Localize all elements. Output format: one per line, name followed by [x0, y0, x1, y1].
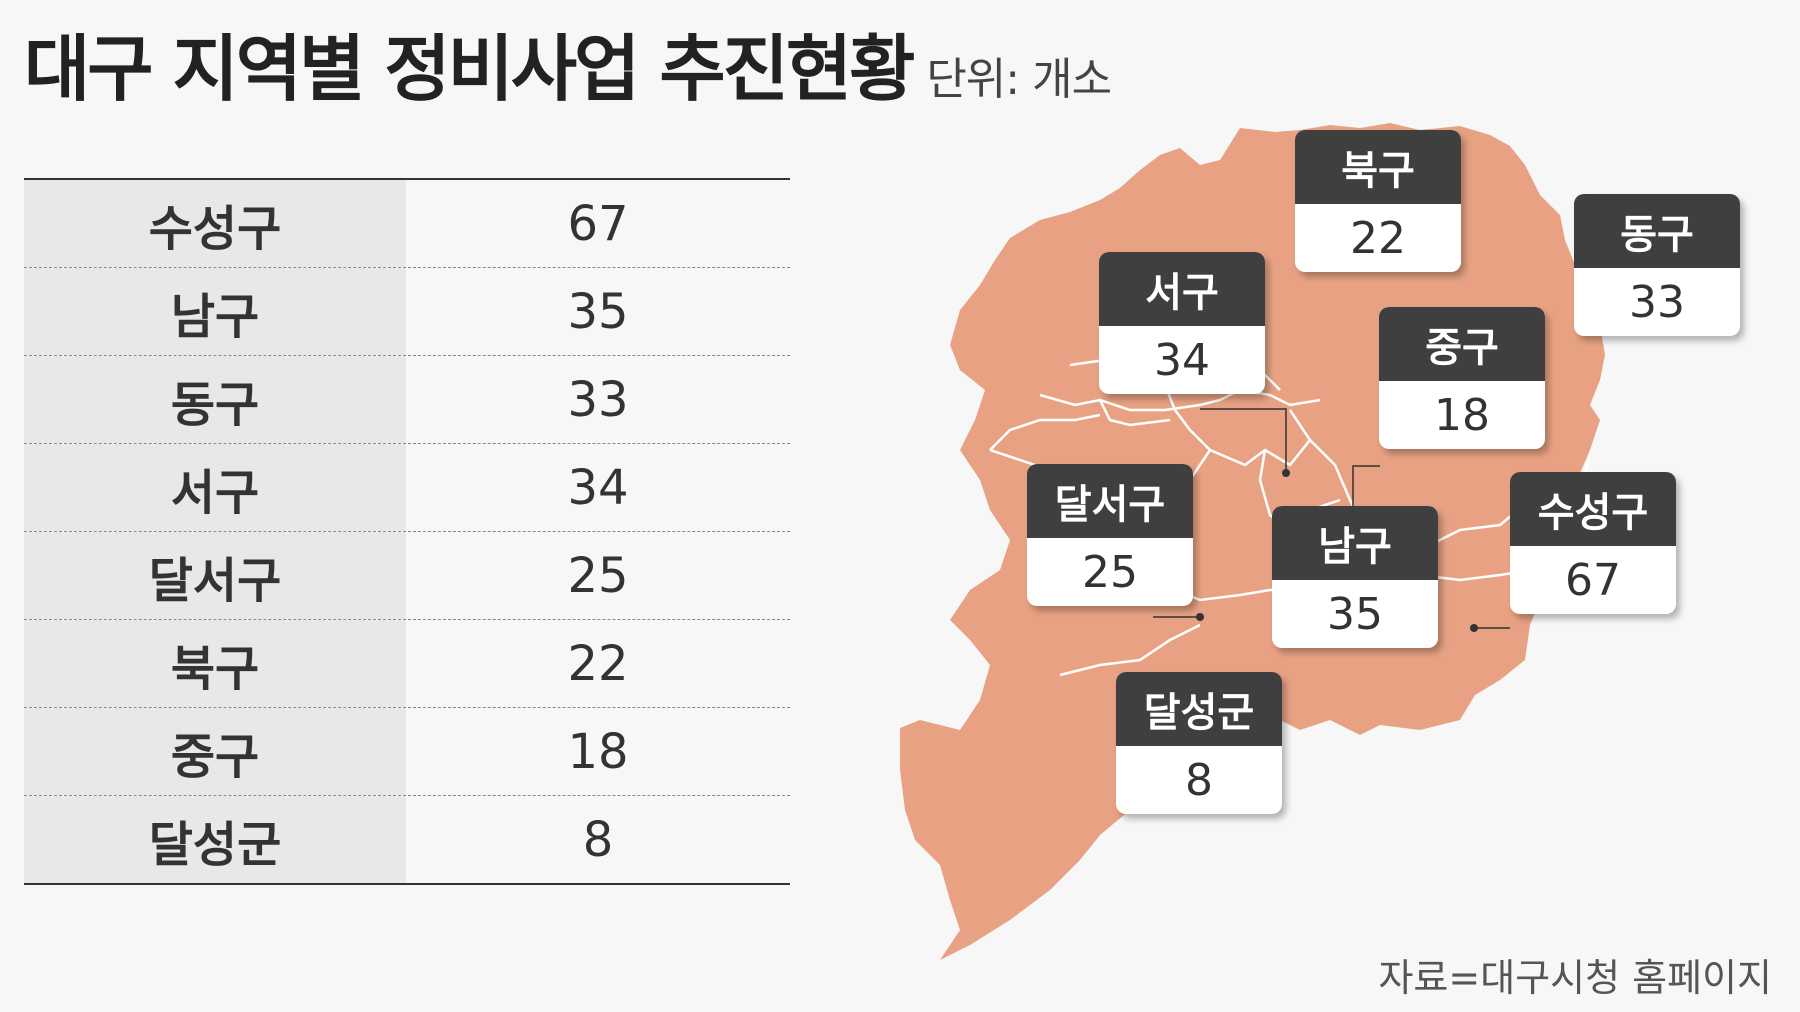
map-label-value: 67 — [1565, 554, 1621, 606]
map-label-value: 33 — [1629, 276, 1685, 328]
dalseogu-marker — [1196, 613, 1204, 621]
map-label-donggu: 동구 33 — [1574, 194, 1740, 336]
table-row: 서구 34 — [24, 444, 790, 532]
map-label-dalseonggun: 달성군 8 — [1116, 672, 1282, 814]
map-label-junggu: 중구 18 — [1379, 307, 1545, 449]
map-label-value: 22 — [1350, 212, 1406, 264]
suseonggu-marker — [1470, 624, 1478, 632]
map-label-name: 남구 — [1272, 506, 1438, 580]
table-row: 중구 18 — [24, 708, 790, 796]
district-name: 동구 — [24, 356, 406, 443]
page-title: 대구 지역별 정비사업 추진현황 단위: 개소 — [24, 10, 1112, 115]
district-name: 남구 — [24, 268, 406, 355]
map-label-value: 34 — [1154, 334, 1210, 386]
table-row: 수성구 67 — [24, 180, 790, 268]
title-text: 대구 지역별 정비사업 추진현황 — [24, 27, 915, 111]
data-table: 수성구 67 남구 35 동구 33 서구 34 달서구 25 북구 22 중구… — [24, 178, 790, 885]
district-count: 35 — [567, 283, 629, 340]
table-row: 달서구 25 — [24, 532, 790, 620]
table-row: 북구 22 — [24, 620, 790, 708]
map-label-name: 동구 — [1574, 194, 1740, 268]
district-count: 25 — [567, 547, 629, 604]
map-label-name: 수성구 — [1510, 472, 1676, 546]
map-label-name: 서구 — [1099, 252, 1265, 326]
map-label-value: 18 — [1434, 389, 1490, 441]
map-label-value: 35 — [1327, 588, 1383, 640]
map-label-name: 달서구 — [1027, 464, 1193, 538]
map-label-name: 북구 — [1295, 130, 1461, 204]
district-name: 달성군 — [24, 796, 406, 883]
district-count: 33 — [567, 371, 629, 428]
map-label-suseonggu: 수성구 67 — [1510, 472, 1676, 614]
district-count: 22 — [567, 635, 629, 692]
district-count: 67 — [567, 195, 629, 252]
district-name: 중구 — [24, 708, 406, 795]
table-row: 동구 33 — [24, 356, 790, 444]
map-region-shape — [900, 123, 1605, 960]
district-name: 달서구 — [24, 532, 406, 619]
seogu-marker — [1282, 469, 1290, 477]
source-credit: 자료=대구시청 홈페이지 — [1378, 956, 1772, 1000]
district-name: 수성구 — [24, 180, 406, 267]
map-label-namgu: 남구 35 — [1272, 506, 1438, 648]
district-count: 8 — [582, 811, 614, 868]
map-label-dalseogu: 달서구 25 — [1027, 464, 1193, 606]
unit-label: 단위: 개소 — [926, 54, 1112, 105]
map-label-seogu: 서구 34 — [1099, 252, 1265, 394]
table-row: 달성군 8 — [24, 796, 790, 883]
map-label-value: 25 — [1082, 546, 1138, 598]
map-label-value: 8 — [1185, 754, 1213, 806]
district-count: 18 — [567, 723, 629, 780]
table-row: 남구 35 — [24, 268, 790, 356]
district-name: 북구 — [24, 620, 406, 707]
district-count: 34 — [567, 459, 629, 516]
map-label-name: 달성군 — [1116, 672, 1282, 746]
map-label-bukgu: 북구 22 — [1295, 130, 1461, 272]
district-name: 서구 — [24, 444, 406, 531]
map-label-name: 중구 — [1379, 307, 1545, 381]
